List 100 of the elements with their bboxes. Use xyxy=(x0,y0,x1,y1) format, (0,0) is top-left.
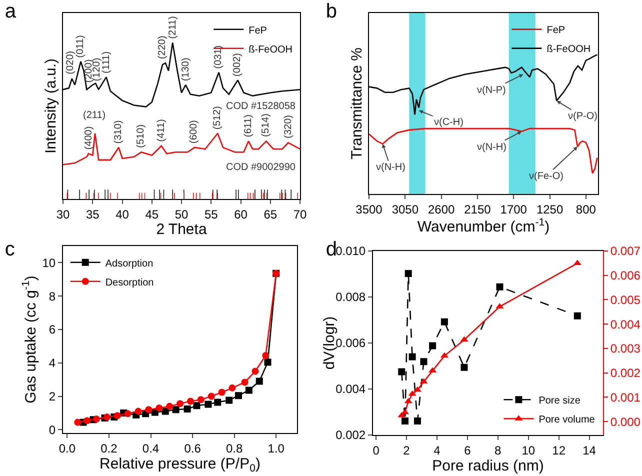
x-tick-label: 40 xyxy=(116,207,130,222)
y2-tick-label: 0.002 xyxy=(610,366,641,380)
point xyxy=(252,368,259,375)
legend-label: ß-FeOOH xyxy=(546,44,591,56)
x-tick-label: 65 xyxy=(264,207,278,222)
x-tick-label: 6 xyxy=(464,443,472,458)
annotation: (011) xyxy=(74,35,86,58)
annotation: (411) xyxy=(156,119,167,142)
legend-label: Desorption xyxy=(105,277,154,288)
point xyxy=(156,404,163,412)
x-tick-label: 1.0 xyxy=(268,441,285,456)
x-tick-label: 1700 xyxy=(500,202,528,216)
chart-title: a xyxy=(4,0,17,23)
point xyxy=(204,400,212,408)
annotation: (220) xyxy=(157,36,168,60)
annotation: (002) xyxy=(232,53,244,76)
legend-label: Adsorption xyxy=(105,258,154,270)
x-tick-label: 10 xyxy=(522,443,536,458)
y-tick-label: 0.006 xyxy=(336,336,366,350)
point xyxy=(176,400,184,408)
point xyxy=(404,270,412,278)
point xyxy=(264,358,272,366)
y-tick-label: 0.008 xyxy=(336,290,366,304)
point xyxy=(256,378,263,385)
point xyxy=(218,388,226,396)
x-tick-label: 1250 xyxy=(536,202,564,216)
annotation: (020) xyxy=(64,50,76,74)
annotation: (510) xyxy=(136,124,147,148)
x-tick-label: 4 xyxy=(434,443,441,458)
point xyxy=(124,410,132,418)
x-tick-label: 3500 xyxy=(356,202,383,216)
x-tick-label: 2600 xyxy=(428,202,455,216)
y-axis-title: dV(logr) xyxy=(321,316,338,370)
point xyxy=(114,412,121,420)
point xyxy=(408,353,416,360)
annotation: (111) xyxy=(101,51,112,74)
annotation: (211) xyxy=(83,110,106,121)
annotation: (211) xyxy=(167,16,178,39)
point xyxy=(398,368,406,376)
y2-tick-label: 0.006 xyxy=(610,268,641,283)
annotation: (200) xyxy=(84,59,95,83)
x-tick-label: 0.6 xyxy=(184,441,202,456)
point xyxy=(440,352,448,358)
y2-tick-label: 0.001 xyxy=(610,390,641,404)
point xyxy=(134,408,142,415)
x-tick-label: 0 xyxy=(372,443,380,458)
point xyxy=(420,358,428,366)
point xyxy=(184,405,191,412)
y-tick-label: 2 xyxy=(48,389,56,404)
legend-label: FeP xyxy=(546,25,566,36)
x-tick-label: 0.0 xyxy=(58,441,76,456)
point xyxy=(172,406,180,414)
annotation: COD #1528058 xyxy=(226,101,296,112)
x-tick-label: 30 xyxy=(56,207,70,222)
point xyxy=(92,415,100,422)
y-axis-title: Intensity (a.u.) xyxy=(42,58,60,154)
y-tick-label: 0.004 xyxy=(336,382,366,396)
chart-title: c xyxy=(4,238,15,261)
x-tick-label: 12 xyxy=(552,443,566,458)
y-tick-label: 6 xyxy=(48,322,56,337)
annotation: (400) xyxy=(83,126,94,150)
point xyxy=(84,417,91,424)
y-tick-label: 8 xyxy=(48,289,56,304)
x-tick-label: 2150 xyxy=(464,202,492,216)
y2-tick-label: 0.004 xyxy=(610,317,641,332)
annotation: ν(C-H) xyxy=(434,117,464,128)
point xyxy=(460,364,468,371)
point xyxy=(404,398,412,404)
x-tick-label: 55 xyxy=(204,207,218,222)
annotation: (611) xyxy=(242,114,254,138)
point xyxy=(245,386,252,394)
point xyxy=(162,408,169,415)
point xyxy=(208,392,215,400)
point xyxy=(166,402,174,410)
legend-label: ß-FeOOH xyxy=(248,44,293,56)
x-axis-title: Pore radius (nm) xyxy=(432,457,544,474)
x-axis-title: Wavenumber (cm$^{-1}$) xyxy=(417,216,550,236)
x-tick-label: 60 xyxy=(234,207,248,222)
annotation: COD #9002990 xyxy=(226,162,296,173)
x-tick-label: 14 xyxy=(582,443,596,458)
y-tick-label: 0.010 xyxy=(336,244,366,258)
x-tick-label: 0.4 xyxy=(142,441,160,456)
legend-label: Pore size xyxy=(538,396,581,407)
x-tick-label: 50 xyxy=(174,207,188,222)
annotation: (031) xyxy=(212,45,224,69)
chart-title: d xyxy=(326,238,337,261)
annotation: ν(N-H) xyxy=(376,162,406,173)
x-tick-label: 0.2 xyxy=(100,441,118,456)
point xyxy=(74,418,82,426)
y2-tick-label: 0.000 xyxy=(610,414,641,429)
y-axis-title: Transmittance % xyxy=(348,48,366,160)
point xyxy=(214,398,222,406)
point xyxy=(429,342,436,350)
x-axis-title: 2 Theta xyxy=(156,221,208,238)
annotation: (130) xyxy=(180,58,192,82)
y-tick-label: 0 xyxy=(48,422,56,437)
point xyxy=(262,352,270,360)
point xyxy=(228,384,236,392)
x-tick-label: 45 xyxy=(145,207,159,222)
annotation: (320) xyxy=(282,115,294,138)
